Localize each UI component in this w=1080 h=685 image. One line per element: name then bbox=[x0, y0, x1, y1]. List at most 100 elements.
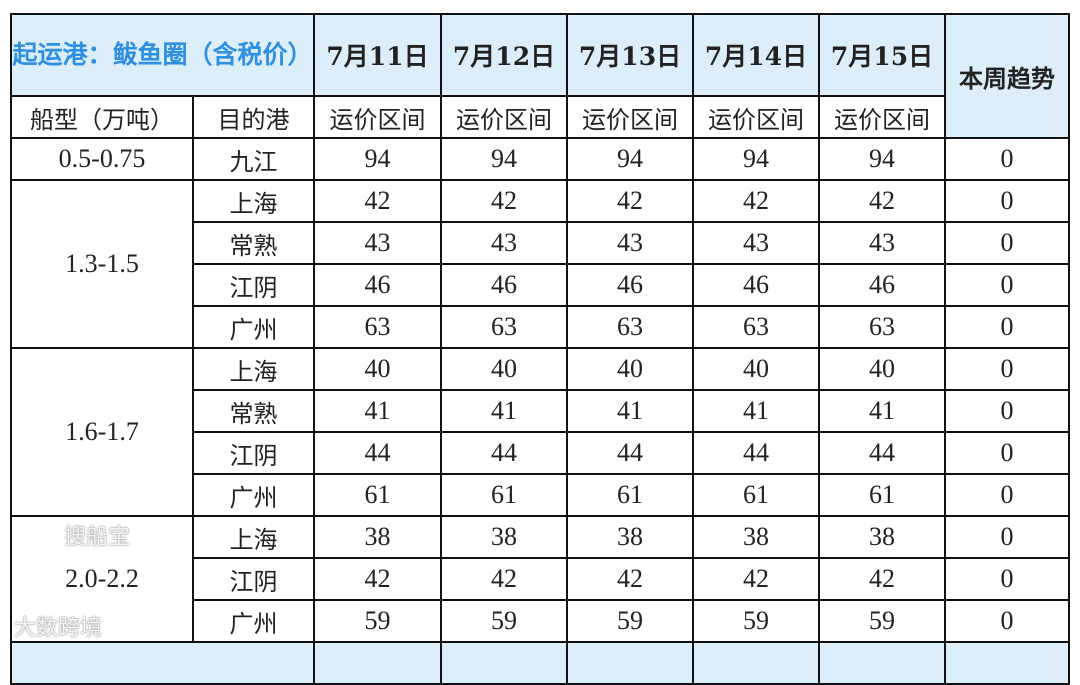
rate-cell: 61 bbox=[566, 473, 694, 517]
trend: 0 bbox=[1000, 480, 1014, 509]
trend-cell: 0 bbox=[944, 599, 1070, 643]
rate: 41 bbox=[869, 396, 895, 425]
rate-cell: 59 bbox=[692, 599, 820, 643]
rate: 61 bbox=[364, 480, 391, 509]
date-header: 7月14日 bbox=[704, 42, 808, 71]
rate: 38 bbox=[869, 522, 895, 551]
date-header-cell: 7月15日 bbox=[818, 13, 946, 97]
trend: 0 bbox=[1000, 228, 1014, 257]
destination: 广州 bbox=[229, 609, 278, 638]
destination: 广州 bbox=[229, 483, 278, 512]
destination: 九江 bbox=[229, 147, 278, 176]
destination: 上海 bbox=[229, 525, 278, 554]
rate: 46 bbox=[617, 270, 643, 299]
rate-cell: 40 bbox=[818, 347, 946, 391]
trend-cell: 0 bbox=[944, 347, 1070, 391]
date-header-cell: 7月12日 bbox=[440, 13, 568, 97]
date-header: 7月15日 bbox=[830, 42, 934, 71]
rate: 40 bbox=[743, 354, 769, 383]
freight-rate-table: 起运港：鲅鱼圈（含税价） 7月11日 7月12日 7月13日 7月14日 7月1… bbox=[10, 13, 1070, 685]
trend: 0 bbox=[1000, 354, 1014, 383]
rate-cell: 41 bbox=[818, 389, 946, 433]
rate: 46 bbox=[743, 270, 769, 299]
rate: 59 bbox=[491, 606, 517, 635]
rate-cell: 42 bbox=[692, 557, 820, 601]
trend: 0 bbox=[1000, 312, 1014, 341]
rate-cell: 38 bbox=[566, 515, 694, 559]
ship-type: 0.5-0.75 bbox=[58, 144, 146, 173]
ship-type: 1.3-1.5 bbox=[65, 249, 139, 278]
range-header-cell: 运价区间 bbox=[566, 95, 694, 139]
rate-cell: 41 bbox=[440, 389, 568, 433]
rate: 42 bbox=[617, 186, 643, 215]
rate: 63 bbox=[869, 312, 895, 341]
rate: 44 bbox=[869, 438, 895, 467]
trend-cell: 0 bbox=[944, 137, 1070, 181]
rate: 94 bbox=[617, 144, 643, 173]
range-header: 运价区间 bbox=[329, 105, 426, 134]
next-section-row bbox=[10, 641, 1070, 685]
ship-type-header: 船型（万吨） bbox=[30, 105, 174, 134]
rate: 94 bbox=[869, 144, 895, 173]
rate: 42 bbox=[364, 186, 391, 215]
destination-cell: 江阴 bbox=[192, 263, 315, 307]
rate-cell: 40 bbox=[566, 347, 694, 391]
rate-cell: 59 bbox=[818, 599, 946, 643]
rate: 46 bbox=[364, 270, 391, 299]
rate-cell: 43 bbox=[566, 221, 694, 265]
next-section-cell bbox=[440, 641, 568, 685]
rate-cell: 38 bbox=[692, 515, 820, 559]
rate: 43 bbox=[364, 228, 391, 257]
destination-cell: 江阴 bbox=[192, 557, 315, 601]
table-row: 常熟 43 43 43 43 43 0 bbox=[11, 221, 1070, 265]
rate: 42 bbox=[743, 186, 769, 215]
rate-cell: 42 bbox=[566, 557, 694, 601]
range-header: 运价区间 bbox=[708, 105, 804, 134]
rate-cell: 44 bbox=[566, 431, 694, 475]
rate: 63 bbox=[364, 312, 391, 341]
range-header-cell: 运价区间 bbox=[692, 95, 820, 139]
rate: 44 bbox=[491, 438, 517, 467]
rate: 61 bbox=[869, 480, 895, 509]
rate: 41 bbox=[617, 396, 643, 425]
table-row: 广州 63 63 63 63 63 0 bbox=[11, 305, 1070, 349]
rate: 42 bbox=[364, 564, 391, 593]
rate-cell: 46 bbox=[818, 263, 946, 307]
watermark-left: 大数跨境 bbox=[14, 616, 103, 641]
rate-cell: 94 bbox=[440, 137, 568, 181]
rate-cell: 42 bbox=[440, 557, 568, 601]
rate: 43 bbox=[491, 228, 517, 257]
rate: 38 bbox=[364, 522, 391, 551]
trend-cell: 0 bbox=[944, 557, 1070, 601]
destination-cell: 上海 bbox=[192, 515, 315, 559]
rate: 40 bbox=[869, 354, 895, 383]
rate-cell: 63 bbox=[818, 305, 946, 349]
rate: 40 bbox=[491, 354, 517, 383]
rate-cell: 59 bbox=[440, 599, 568, 643]
date-header-cell: 7月11日 bbox=[313, 13, 442, 97]
rate: 41 bbox=[364, 396, 391, 425]
rate: 94 bbox=[491, 144, 517, 173]
rate-cell: 46 bbox=[313, 263, 442, 307]
trend: 0 bbox=[1000, 396, 1014, 425]
rate-cell: 43 bbox=[313, 221, 442, 265]
rate-cell: 94 bbox=[818, 137, 946, 181]
table-row: 广州 59 59 59 59 59 0 bbox=[11, 599, 1070, 643]
trend: 0 bbox=[1000, 270, 1014, 299]
rate-cell: 44 bbox=[692, 431, 820, 475]
rate-cell: 59 bbox=[313, 599, 442, 643]
destination-cell: 九江 bbox=[192, 137, 315, 181]
next-section-cell bbox=[944, 641, 1070, 685]
rate-cell: 44 bbox=[313, 431, 442, 475]
next-section-cell bbox=[692, 641, 820, 685]
date-header-cell: 7月13日 bbox=[566, 13, 694, 97]
table-row: 江阴 46 46 46 46 46 0 bbox=[11, 263, 1070, 307]
destination: 江阴 bbox=[229, 441, 278, 470]
destination-cell: 江阴 bbox=[192, 431, 315, 475]
rate-cell: 38 bbox=[440, 515, 568, 559]
destination-header: 目的港 bbox=[217, 105, 290, 134]
destination-cell: 常熟 bbox=[192, 221, 315, 265]
destination: 江阴 bbox=[229, 273, 278, 302]
destination-cell: 常熟 bbox=[192, 389, 315, 433]
table-row: 江阴 42 42 42 42 42 0 bbox=[11, 557, 1070, 601]
